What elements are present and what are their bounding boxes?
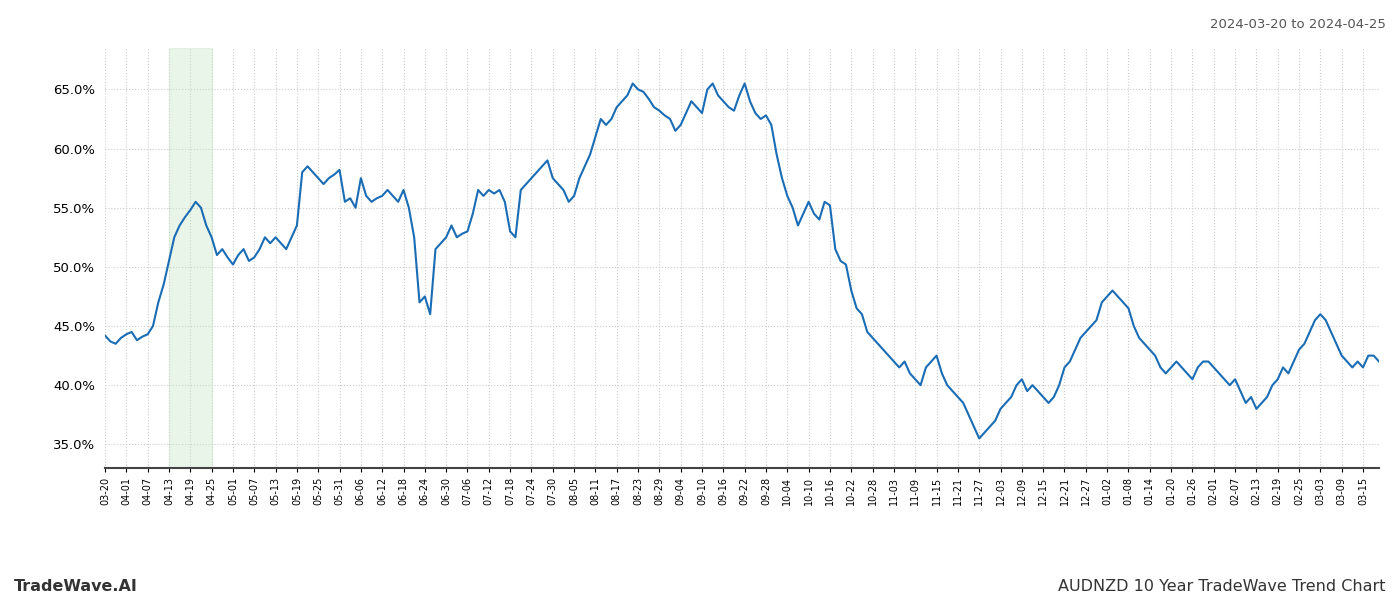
Text: TradeWave.AI: TradeWave.AI: [14, 579, 137, 594]
Bar: [169, 48, 211, 468]
Text: 2024-03-20 to 2024-04-25: 2024-03-20 to 2024-04-25: [1210, 18, 1386, 31]
Text: AUDNZD 10 Year TradeWave Trend Chart: AUDNZD 10 Year TradeWave Trend Chart: [1058, 579, 1386, 594]
